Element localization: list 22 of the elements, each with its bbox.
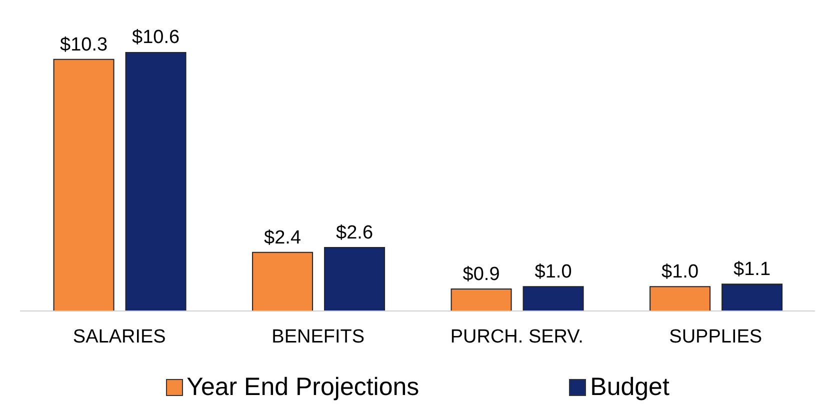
data-label: $10.6 — [132, 27, 180, 48]
x-tick-label: BENEFITS — [272, 326, 365, 348]
bar — [650, 286, 711, 311]
x-tick-label: PURCH. SERV. — [450, 326, 584, 348]
data-label: $1.0 — [662, 262, 699, 283]
data-label: $1.0 — [534, 262, 572, 283]
legend-label: Year End Projections — [186, 373, 420, 402]
x-tick-label: SUPPLIES — [669, 326, 762, 348]
bar — [522, 286, 584, 311]
data-label: $0.9 — [462, 264, 500, 286]
data-label: $10.3 — [60, 34, 108, 56]
bar — [125, 52, 186, 311]
bar — [450, 288, 512, 311]
data-label: $1.1 — [734, 259, 771, 280]
bar — [722, 284, 783, 311]
bar — [252, 252, 314, 311]
bar — [53, 58, 114, 311]
legend-label: Budget — [589, 373, 670, 402]
bar — [324, 246, 386, 311]
x-tick-label: SALARIES — [72, 326, 166, 348]
data-label: $2.4 — [264, 227, 302, 248]
data-label: $2.6 — [336, 222, 374, 244]
